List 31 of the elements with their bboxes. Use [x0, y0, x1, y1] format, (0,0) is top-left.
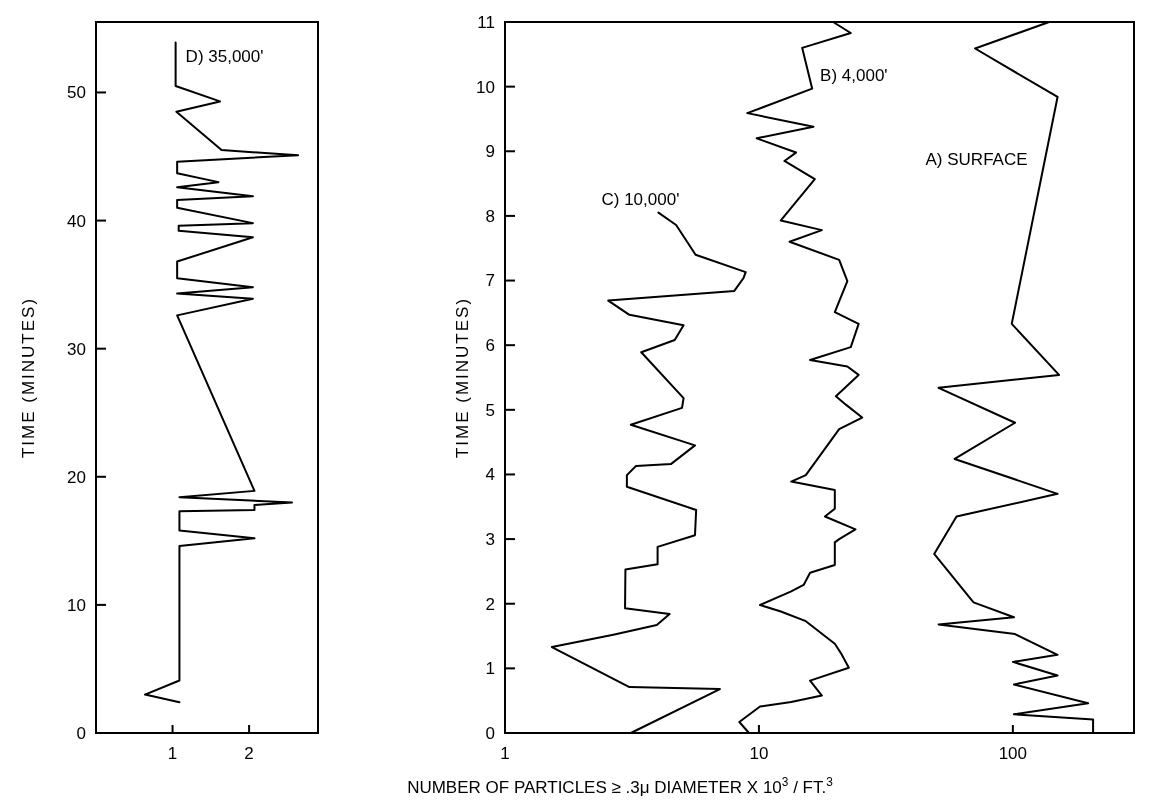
x-tick-label: 1 — [500, 744, 510, 763]
series-label: A) SURFACE — [925, 149, 1028, 169]
y-tick-label: 2 — [485, 594, 495, 614]
y-tick-label: 4 — [485, 465, 495, 485]
y-tick-label: 3 — [485, 530, 495, 550]
series-label: D) 35,000' — [185, 47, 264, 67]
y-axis-title: TIME (MINUTES) — [452, 296, 472, 459]
y-tick-label: 9 — [485, 142, 495, 162]
x-tick-label: 1 — [167, 744, 178, 763]
y-tick-label: 0 — [76, 723, 86, 743]
x-tick-label: 100 — [998, 744, 1028, 763]
series-label: C) 10,000' — [601, 189, 680, 209]
y-tick-label: 11 — [477, 12, 495, 32]
x-axis-title: NUMBER OF PARTICLES ≥ .3μ DIAMETER X 10$^{3}$ / FT.$^{3}$ — [407, 775, 834, 797]
y-tick-label: 5 — [485, 400, 495, 420]
y-tick-label: 1 — [485, 659, 495, 679]
x-tick-label: 10 — [749, 744, 769, 763]
y-tick-label: 0 — [485, 723, 495, 743]
y-tick-label: 10 — [476, 77, 495, 97]
y-tick-label: 40 — [67, 211, 86, 231]
line-series — [143, 41, 300, 704]
y-tick-label: 50 — [67, 83, 86, 103]
y-tick-label: 7 — [485, 271, 495, 291]
y-tick-label: 30 — [67, 339, 86, 359]
y-axis-title: TIME (MINUTES) — [18, 296, 38, 459]
y-tick-label: 8 — [485, 206, 495, 226]
y-tick-label: 6 — [485, 336, 495, 356]
y-tick-label: 20 — [67, 467, 86, 487]
series-label: B) 4,000' — [820, 65, 888, 85]
x-tick-label: 2 — [244, 744, 254, 763]
y-tick-label: 10 — [67, 595, 86, 615]
